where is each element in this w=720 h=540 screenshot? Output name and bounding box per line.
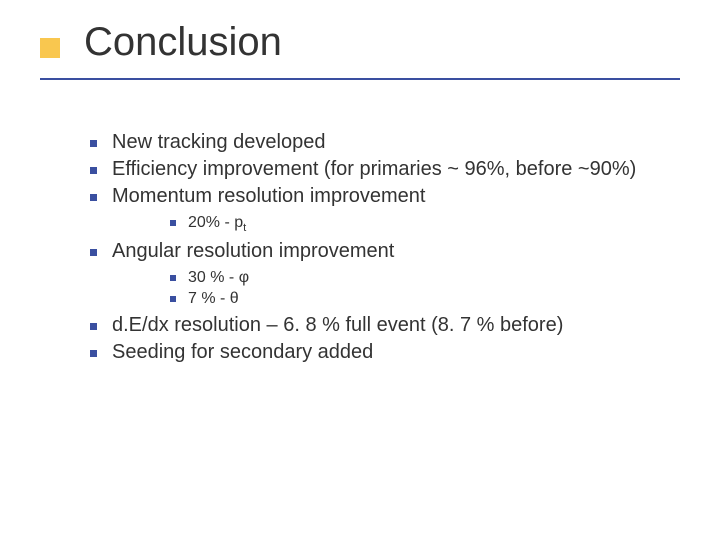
title-bullet-icon	[40, 38, 60, 58]
bullet-text: New tracking developed	[112, 131, 325, 153]
sub-bullet-text: 20% - p	[188, 214, 243, 231]
sub-bullet-group: 30 % - φ 7 % - θ	[170, 268, 680, 309]
sub-bullet-group: 20% - pt	[170, 213, 680, 235]
bullet-text: d.E/dx resolution – 6. 8 % full event (8…	[112, 314, 563, 336]
content-block: New tracking developed Efficiency improv…	[90, 130, 680, 367]
bullet-text: Angular resolution improvement	[112, 240, 394, 262]
sub-bullet-item: 7 % - θ	[170, 289, 680, 309]
bullet-item: Efficiency improvement (for primaries ~ …	[90, 157, 680, 182]
bullet-item: Angular resolution improvement	[90, 239, 680, 264]
bullet-item: Momentum resolution improvement	[90, 184, 680, 209]
slide-title: Conclusion	[84, 20, 680, 65]
title-underline	[40, 78, 680, 80]
sub-bullet-item: 30 % - φ	[170, 268, 680, 288]
bullet-item: d.E/dx resolution – 6. 8 % full event (8…	[90, 313, 680, 338]
bullet-item: Seeding for secondary added	[90, 340, 680, 365]
bullet-text: Seeding for secondary added	[112, 341, 373, 363]
subscript: t	[243, 222, 246, 234]
title-block: Conclusion	[40, 20, 680, 65]
sub-bullet-text: 30 % - φ	[188, 269, 249, 286]
bullet-item: New tracking developed	[90, 130, 680, 155]
bullet-text: Momentum resolution improvement	[112, 185, 425, 207]
sub-bullet-item: 20% - pt	[170, 213, 680, 235]
sub-bullet-text: 7 % - θ	[188, 290, 239, 307]
bullet-text: Efficiency improvement (for primaries ~ …	[112, 158, 636, 180]
